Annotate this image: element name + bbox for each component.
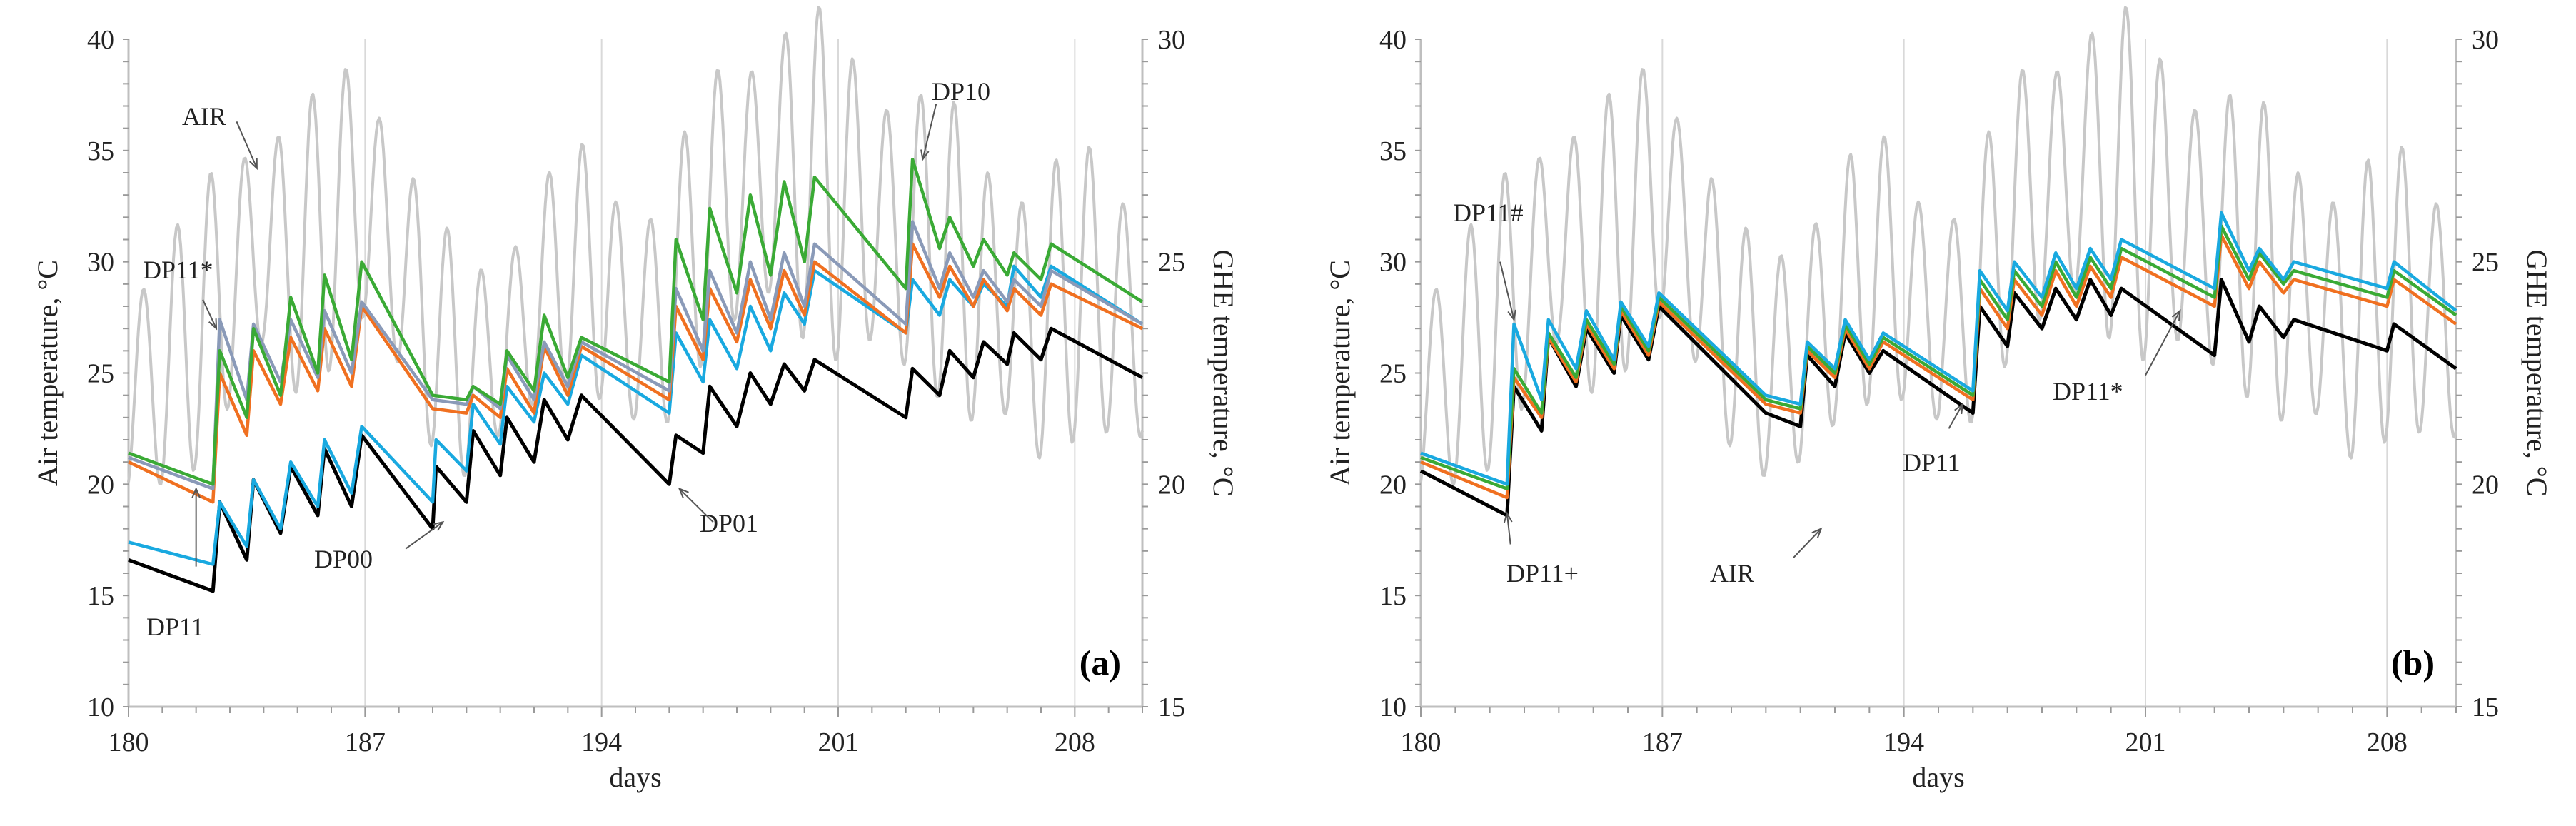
series-line-dp11 <box>128 326 1144 593</box>
series-line-dp11- <box>128 220 1144 490</box>
y-tick-label: 30 <box>1379 248 1407 278</box>
y-tick-label: 30 <box>87 248 114 278</box>
annotation-arrowhead <box>920 149 930 161</box>
y-tick-label: 15 <box>87 581 114 611</box>
annotation-arrow <box>236 121 258 169</box>
y2-axis-title: GHE temperature, °C <box>2521 250 2553 497</box>
annotation-label: AIR <box>1710 559 1754 588</box>
series-line-dp01 <box>128 242 1143 504</box>
y2-tick-label: 30 <box>1158 25 1185 55</box>
y-axis-title: Air temperature, °C <box>1324 260 1356 486</box>
series-line-dp11- <box>1420 211 2457 486</box>
annotation-arrowhead <box>2171 308 2181 321</box>
series-line-air <box>127 6 1144 485</box>
x-tick-label: 187 <box>1642 727 1683 757</box>
x-axis-title: days <box>609 761 661 793</box>
y-tick-label: 10 <box>87 692 114 722</box>
annotation-arrow <box>2145 310 2181 376</box>
chart-panel-b: 180 187 194 201 208 10 15 20 25 30 35 40 15 20 25 30 day… <box>1324 6 2553 793</box>
series-line-air <box>1419 6 2457 485</box>
annotation-arrowhead <box>1811 527 1823 539</box>
y-tick-label: 15 <box>1379 581 1407 611</box>
x-tick-label: 208 <box>1055 727 1095 757</box>
y2-tick-label: 25 <box>1158 248 1185 278</box>
annotation-label: DP11* <box>2053 377 2123 406</box>
annotation-label: DP11+ <box>1506 559 1579 588</box>
annotation-label: DP11# <box>1453 198 1524 227</box>
annotation-arrow <box>202 299 217 329</box>
annotation-arrow <box>1948 403 1963 429</box>
annotation-arrowhead <box>249 158 258 171</box>
y-tick-label: 35 <box>1379 136 1407 166</box>
x-tick-label: 208 <box>2367 727 2408 757</box>
y2-tick-label: 20 <box>2472 470 2499 500</box>
y2-tick-label: 15 <box>2472 692 2499 722</box>
annotation-label: AIR <box>182 102 226 131</box>
x-tick-label: 201 <box>818 727 859 757</box>
annotation-arrowhead <box>1507 309 1516 322</box>
y-tick-label: 10 <box>1379 692 1407 722</box>
x-tick-label: 201 <box>2125 727 2166 757</box>
annotation-label: DP10 <box>932 77 990 106</box>
y-tick-label: 20 <box>87 470 114 500</box>
panel-label: (b) <box>2391 643 2435 683</box>
x-tick-label: 180 <box>1401 727 1442 757</box>
annotation-label: DP01 <box>700 509 758 538</box>
annotation-label: DP11* <box>143 256 213 284</box>
y-tick-label: 40 <box>1379 25 1407 55</box>
y-tick-label: 20 <box>1379 470 1407 500</box>
annotation-arrow <box>1499 261 1515 320</box>
y2-tick-label: 20 <box>1158 470 1185 500</box>
annotation-arrowhead <box>191 486 201 498</box>
x-axis-title: days <box>1912 761 1964 793</box>
annotation-label: DP11 <box>1903 448 1961 477</box>
annotation-arrowhead <box>433 520 445 531</box>
annotation-arrow <box>1506 513 1511 545</box>
y-axis-title: Air temperature, °C <box>31 260 64 486</box>
panel-label: (a) <box>1080 643 1121 683</box>
annotation-arrow <box>922 104 937 160</box>
y2-axis-title: GHE temperature, °C <box>1207 250 1239 497</box>
annotation-arrowhead <box>208 318 218 331</box>
series-line-dp10 <box>128 158 1144 486</box>
annotation-label: DP11 <box>146 613 204 641</box>
y-tick-label: 35 <box>87 136 114 166</box>
annotation-arrow <box>405 521 443 550</box>
y2-tick-label: 25 <box>2472 248 2499 278</box>
annotation-arrowhead <box>678 487 689 498</box>
x-tick-label: 194 <box>1883 727 1924 757</box>
chart-panel-a: 180 187 194 201 208 10 15 20 25 30 35 40 15 20 25 30 day… <box>31 6 1239 793</box>
annotation-arrowhead <box>1503 511 1513 523</box>
annotation-arrow <box>1793 528 1822 558</box>
x-tick-label: 187 <box>345 727 386 757</box>
annotation-arrow <box>678 488 714 523</box>
y-tick-label: 25 <box>87 359 114 389</box>
y-tick-label: 40 <box>87 25 114 55</box>
x-tick-label: 194 <box>581 727 622 757</box>
annotation-label: DP00 <box>314 545 373 573</box>
annotation-arrowhead <box>1954 402 1964 415</box>
y2-tick-label: 30 <box>2472 25 2499 55</box>
series-line-dp00 <box>128 264 1144 566</box>
y-tick-label: 25 <box>1379 359 1407 389</box>
x-tick-label: 180 <box>109 727 149 757</box>
y2-tick-label: 15 <box>1158 692 1185 722</box>
